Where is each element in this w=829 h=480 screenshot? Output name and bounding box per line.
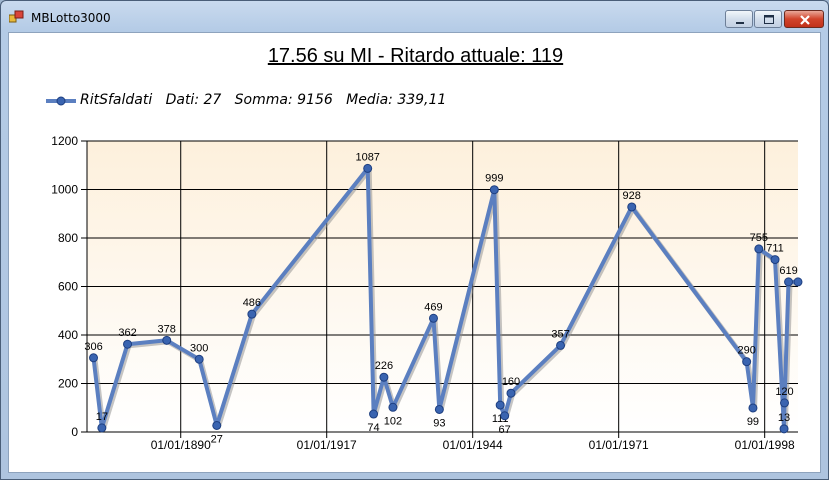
legend-text: RitSfaldati Dati: 27 Somma: 9156 Media: … (80, 92, 447, 108)
data-label: 74 (367, 422, 379, 434)
data-label: 99 (747, 416, 759, 428)
data-point (89, 353, 99, 363)
x-tick-label: 01/01/1890 (151, 438, 211, 452)
data-point (247, 309, 257, 319)
y-tick-label: 400 (58, 328, 78, 342)
data-point (506, 388, 516, 398)
data-point (495, 400, 505, 410)
data-label: 290 (737, 345, 755, 357)
data-label: 928 (623, 190, 641, 202)
data-label: 469 (424, 301, 442, 313)
minimize-button[interactable] (725, 10, 753, 28)
data-label: 306 (84, 341, 102, 353)
data-point (754, 244, 764, 254)
data-label: 226 (375, 360, 393, 372)
data-point (748, 403, 758, 413)
data-point (369, 409, 379, 419)
window-title: MBLotto3000 (31, 11, 111, 25)
data-point (434, 404, 444, 414)
data-point (428, 313, 438, 323)
data-point (97, 423, 107, 433)
maximize-button[interactable] (754, 10, 782, 28)
data-point (489, 185, 499, 195)
chart-area: 17.56 su MI - Ritardo attuale: 119 RitSf… (8, 32, 821, 473)
data-point (556, 340, 566, 350)
data-point (779, 398, 789, 408)
y-tick-label: 1200 (51, 134, 78, 148)
legend-series-marker (46, 96, 76, 106)
data-label: 619 (779, 265, 797, 277)
close-button[interactable] (784, 10, 824, 28)
data-label: 755 (750, 232, 768, 244)
y-tick-label: 200 (58, 377, 78, 391)
app-icon (9, 10, 24, 23)
data-label: 357 (551, 328, 569, 340)
data-label: 486 (243, 297, 261, 309)
data-label: 13 (778, 412, 790, 424)
y-tick-label: 800 (58, 231, 78, 245)
data-label: 362 (118, 327, 136, 339)
data-label: 17 (96, 411, 108, 423)
y-tick-label: 1000 (51, 183, 78, 197)
data-point (500, 411, 510, 421)
data-point (627, 202, 637, 212)
close-icon (800, 15, 810, 25)
data-point (742, 357, 752, 367)
x-tick-label: 01/01/1998 (735, 438, 795, 452)
maximize-icon (764, 15, 774, 24)
data-point (770, 255, 780, 265)
data-label: 93 (433, 417, 445, 429)
line-chart: 0 200 400 600 800 1000 1200 01/01/1890 01/01/191… (51, 134, 803, 452)
data-point (784, 277, 794, 287)
minimize-icon (736, 22, 744, 24)
x-tick-label: 01/01/1944 (443, 438, 503, 452)
data-label: 102 (384, 415, 402, 427)
data-point (162, 335, 172, 345)
y-tick-label: 0 (71, 425, 78, 439)
data-point (379, 372, 389, 382)
data-point (793, 277, 803, 287)
data-label: 67 (499, 424, 511, 436)
data-label: 378 (158, 323, 176, 335)
data-point (194, 354, 204, 364)
data-point (779, 424, 789, 434)
data-label: 120 (775, 386, 793, 398)
chart-title: 17.56 su MI - Ritardo attuale: 119 (267, 45, 564, 67)
data-point (363, 163, 373, 173)
data-point (123, 339, 133, 349)
y-tick-label: 600 (58, 280, 78, 294)
data-label: 1087 (355, 151, 379, 163)
data-label: 711 (766, 243, 784, 255)
title-bar[interactable]: MBLotto3000 (1, 1, 828, 31)
data-label: 27 (211, 433, 223, 445)
data-point (388, 402, 398, 412)
x-tick-label: 01/01/1971 (589, 438, 649, 452)
data-label: 999 (485, 173, 503, 185)
data-label: 300 (190, 342, 208, 354)
chart-legend: RitSfaldati Dati: 27 Somma: 9156 Media: … (45, 92, 446, 112)
data-label: 160 (502, 376, 520, 388)
data-point (212, 420, 222, 430)
x-tick-label: 01/01/1917 (297, 438, 357, 452)
